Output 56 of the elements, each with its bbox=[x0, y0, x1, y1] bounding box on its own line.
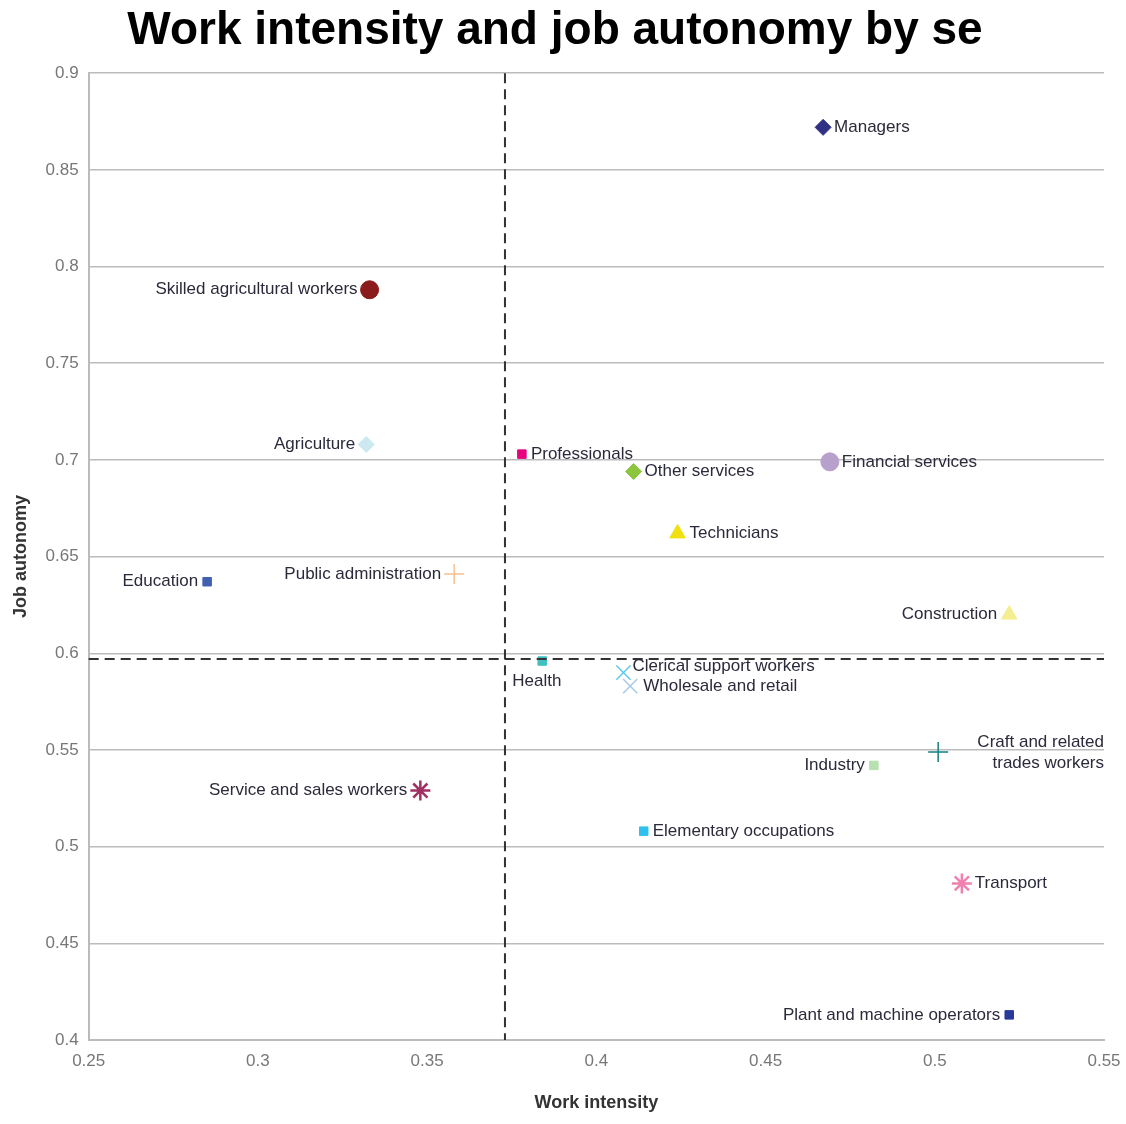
point bbox=[360, 280, 380, 300]
point bbox=[443, 563, 465, 585]
x-tick-label: 0.4 bbox=[584, 1050, 609, 1070]
y-tick-label: 0.9 bbox=[55, 62, 79, 82]
point bbox=[357, 435, 375, 453]
point bbox=[1004, 1010, 1014, 1020]
x-tick-label: 0.45 bbox=[749, 1050, 783, 1070]
series-label: Financial services bbox=[841, 451, 977, 471]
point bbox=[820, 452, 840, 472]
x-axis-title: Work intensity bbox=[534, 1092, 659, 1113]
point bbox=[517, 449, 527, 459]
series-label: Skilled agricultural workers bbox=[155, 279, 358, 299]
series-label: Plant and machine operators bbox=[782, 1004, 1001, 1024]
series-label: Health bbox=[512, 670, 562, 690]
y-axis-title: Job autonomy bbox=[9, 495, 30, 619]
point bbox=[622, 678, 639, 694]
series-label: Transport bbox=[974, 873, 1048, 893]
y-tick-label: 0.45 bbox=[45, 933, 79, 953]
y-tick-label: 0.8 bbox=[55, 256, 79, 276]
point bbox=[950, 872, 974, 895]
y-tick-label: 0.4 bbox=[55, 1029, 79, 1049]
x-tick-label: 0.3 bbox=[246, 1050, 270, 1070]
y-tick-label: 0.75 bbox=[45, 352, 79, 372]
series-label: Agriculture bbox=[273, 434, 356, 454]
point bbox=[927, 741, 949, 763]
x-tick-label: 0.35 bbox=[410, 1050, 444, 1070]
x-tick-label: 0.55 bbox=[1087, 1050, 1121, 1070]
series-label: Craft and related trades workers bbox=[977, 731, 1104, 772]
series-label: Clerical support workers bbox=[632, 656, 815, 676]
series-label: Professionals bbox=[530, 443, 633, 463]
point bbox=[869, 760, 879, 771]
series-label: Wholesale and retail bbox=[643, 675, 798, 695]
series-label: Construction bbox=[901, 604, 998, 624]
series-label: Managers bbox=[834, 117, 910, 137]
y-tick-label: 0.7 bbox=[55, 449, 79, 469]
series-label: Service and sales workers bbox=[208, 780, 408, 800]
series-label: Industry bbox=[804, 755, 866, 775]
point bbox=[814, 118, 832, 136]
x-tick-label: 0.5 bbox=[922, 1050, 947, 1070]
x-tick-label: 0.25 bbox=[72, 1050, 106, 1070]
y-tick-label: 0.5 bbox=[55, 836, 79, 856]
point bbox=[638, 826, 649, 836]
point bbox=[409, 779, 432, 802]
y-tick-label: 0.85 bbox=[45, 159, 79, 179]
chart-title: Work intensity and job autonomy by se bbox=[127, 2, 983, 55]
point bbox=[615, 664, 632, 681]
point bbox=[625, 463, 643, 481]
series-label: Elementary occupations bbox=[652, 820, 835, 840]
series-label: Technicians bbox=[689, 523, 779, 543]
y-tick-label: 0.55 bbox=[45, 739, 79, 759]
series-label: Other services bbox=[644, 461, 755, 481]
series-label: Public administration bbox=[284, 563, 442, 583]
point bbox=[202, 576, 212, 587]
y-tick-label: 0.6 bbox=[55, 642, 79, 662]
series-label: Education bbox=[122, 571, 199, 591]
y-tick-label: 0.65 bbox=[45, 546, 79, 566]
